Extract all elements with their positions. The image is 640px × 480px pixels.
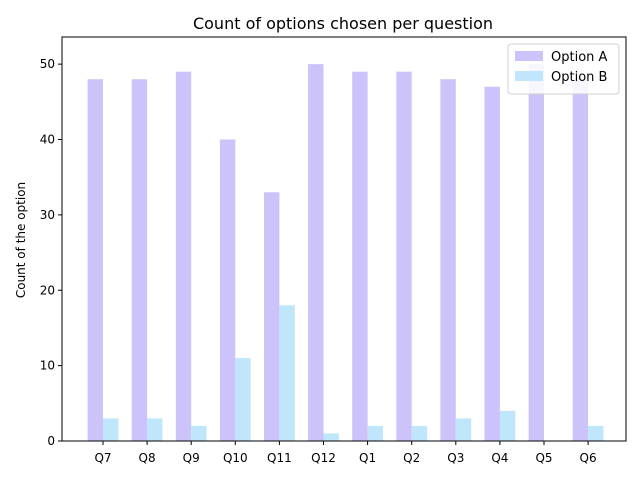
y-tick-label: 0 <box>47 434 55 448</box>
bar-option-a-q7 <box>87 79 103 442</box>
x-tick-label: Q12 <box>311 451 336 465</box>
bar-option-b-q10 <box>235 358 251 441</box>
bar-option-a-q6 <box>572 79 589 442</box>
bar-option-a-q12 <box>308 64 324 441</box>
x-tick-label: Q1 <box>359 451 376 465</box>
bar-option-a-q3 <box>440 79 456 442</box>
legend-swatch <box>515 51 543 61</box>
x-tick-label: Q9 <box>183 451 200 465</box>
x-tick-label: Q6 <box>580 451 597 465</box>
bar-option-a-q5 <box>528 64 544 441</box>
bar-option-b-q8 <box>147 418 163 441</box>
y-tick-label: 50 <box>40 57 55 71</box>
y-tick-label: 30 <box>40 208 55 222</box>
plot-frame <box>61 36 627 442</box>
bar-option-b-q1 <box>367 425 383 441</box>
chart-title: Count of options chosen per question <box>193 14 493 33</box>
x-tick-label: Q5 <box>535 451 552 465</box>
bar-option-a-q8 <box>131 79 148 442</box>
x-tick-label: Q11 <box>267 451 292 465</box>
legend-label: Option B <box>551 70 607 85</box>
y-axis-label: Count of the option <box>14 182 28 298</box>
bar-option-b-q2 <box>411 425 428 441</box>
legend-swatch <box>515 71 543 81</box>
legend: Option A Option B <box>507 43 620 95</box>
bar-option-a-q4 <box>484 86 500 441</box>
x-tick-label: Q3 <box>447 451 464 465</box>
bar-option-a-q11 <box>264 192 280 441</box>
bar-option-b-q12 <box>323 433 339 441</box>
x-tick-label: Q2 <box>403 451 420 465</box>
bar-option-b-q11 <box>279 305 295 441</box>
bar-option-b-q3 <box>455 418 472 441</box>
bar-option-a-q9 <box>175 71 192 442</box>
legend-label: Option A <box>551 50 608 65</box>
x-tick-label: Q4 <box>491 451 508 465</box>
y-tick-label: 10 <box>40 359 55 373</box>
bar-option-a-q1 <box>352 71 368 442</box>
y-tick-label: 40 <box>40 133 55 147</box>
bars-group <box>87 64 604 442</box>
bar-option-b-q4 <box>499 410 516 441</box>
bar-option-a-q2 <box>396 71 412 442</box>
bar-option-b-q6 <box>588 425 604 441</box>
y-tick-label: 20 <box>40 283 55 297</box>
x-tick-label: Q10 <box>223 451 248 465</box>
x-tick-label: Q8 <box>139 451 156 465</box>
x-tick-label: Q7 <box>94 451 111 465</box>
axes-group: 0 10 20 30 40 50 Q7 Q8 Q9 Q10 Q11 Q12 Q1 Q2 Q3 Q4 Q5 Q6 <box>40 36 627 465</box>
bar-option-b-q7 <box>103 418 119 441</box>
bar-option-a-q10 <box>219 139 236 441</box>
bar-option-b-q9 <box>191 425 207 441</box>
